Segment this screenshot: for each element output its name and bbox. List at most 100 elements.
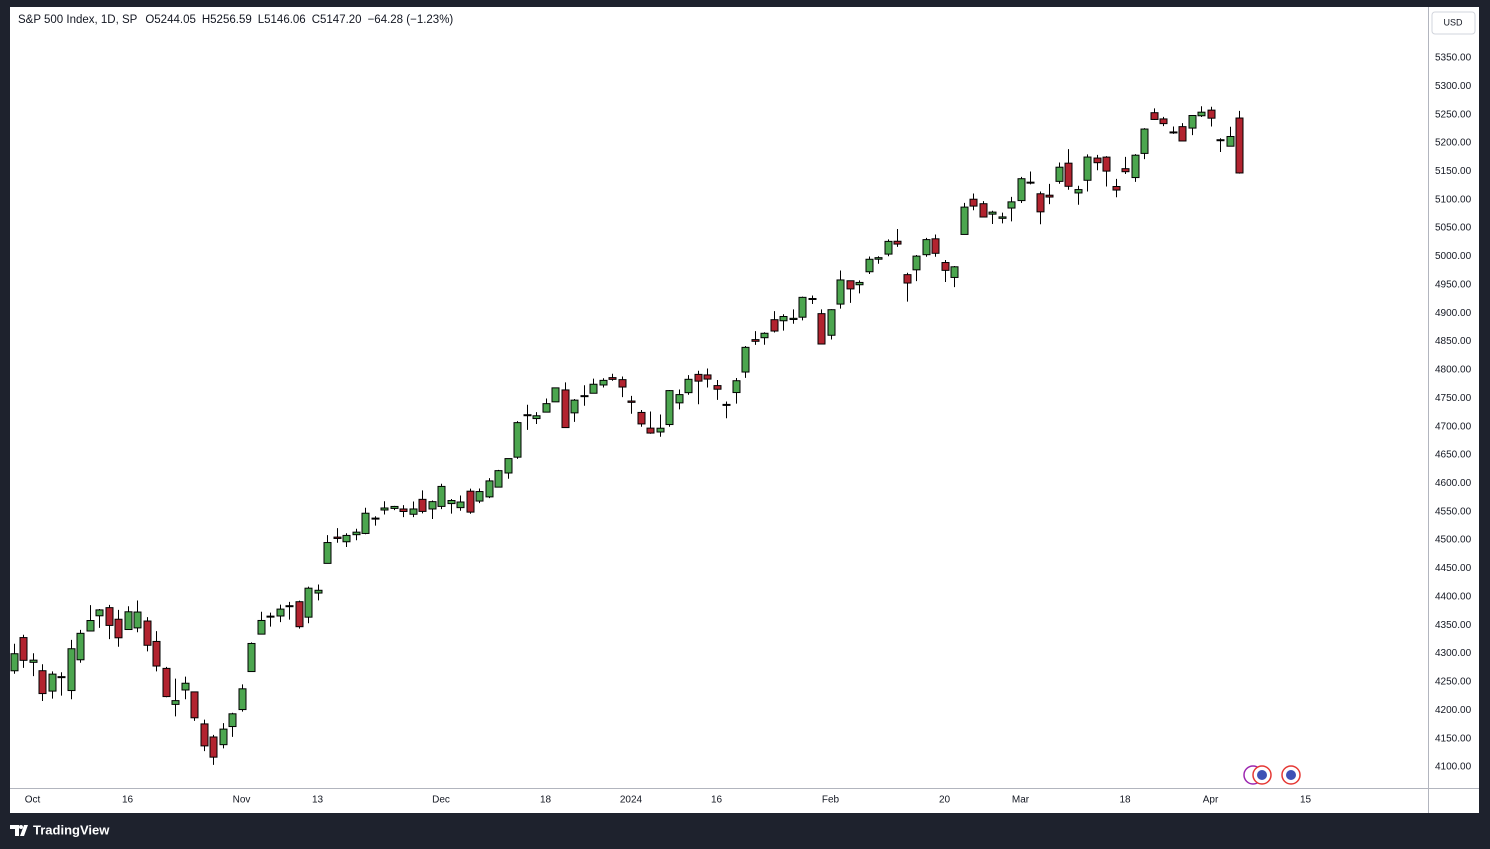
candle-body (257, 619, 266, 635)
candle-body (884, 240, 893, 255)
candle-body (190, 691, 199, 719)
candle-body (551, 387, 560, 403)
header-value: L5146.06 (258, 14, 306, 26)
candle-body (1055, 166, 1064, 182)
event-icons[interactable] (1243, 765, 1301, 785)
candle-body (371, 517, 380, 520)
y-tick-label: 5150.00 (1435, 166, 1472, 177)
candle-body (979, 203, 988, 218)
candle-body (456, 501, 465, 509)
y-tick-label: 4400.00 (1435, 591, 1472, 602)
candle-body (941, 262, 950, 271)
candle-body (494, 470, 503, 488)
currency-button[interactable] (1431, 11, 1476, 35)
candle-body (599, 379, 608, 386)
x-tick-label: 18 (1119, 795, 1131, 806)
candle-body (323, 542, 332, 564)
x-tick-label: Oct (25, 795, 41, 806)
candle-body (1178, 126, 1187, 142)
y-tick-label: 4750.00 (1435, 393, 1472, 404)
candle-body (532, 415, 541, 420)
y-tick-label: 4300.00 (1435, 648, 1472, 659)
candle-body (314, 589, 323, 594)
candle-body (76, 632, 85, 661)
candle-body (694, 373, 703, 382)
candle-body (1140, 128, 1149, 154)
candle-body (779, 316, 788, 322)
y-tick-label: 5300.00 (1435, 81, 1472, 92)
candle-body (114, 618, 123, 639)
candle-body (1131, 154, 1140, 179)
x-tick-label: Nov (233, 795, 251, 806)
y-tick-label: 4200.00 (1435, 705, 1472, 716)
candle-body (29, 659, 38, 663)
candle-body (333, 536, 342, 539)
candle-body (960, 206, 969, 235)
candle-body (713, 385, 722, 390)
candle-body (618, 379, 627, 388)
y-tick-label: 4500.00 (1435, 535, 1472, 546)
candle-body (722, 403, 731, 406)
candle-body (665, 390, 674, 426)
y-tick-label: 5200.00 (1435, 138, 1472, 149)
candle-body (1112, 186, 1121, 191)
candle-body (893, 240, 902, 245)
candle-body (295, 601, 304, 628)
candle-body (1083, 156, 1092, 181)
candle-body (874, 257, 883, 260)
candle-body (1102, 156, 1111, 172)
candle-body (646, 427, 655, 434)
x-tick-label: 13 (312, 795, 324, 806)
candle-body (361, 512, 370, 534)
y-tick-label: 4600.00 (1435, 478, 1472, 489)
candle-body (789, 317, 798, 320)
candle-body (485, 480, 494, 498)
candle-body (1017, 178, 1026, 202)
symbol-title: S&P 500 Index, 1D, SP (18, 14, 138, 26)
candle-body (1026, 181, 1035, 184)
candle-body (570, 399, 579, 414)
candle-body (1169, 131, 1178, 134)
candle-body (808, 298, 817, 301)
candle-body (1150, 112, 1159, 120)
candle-body (1207, 109, 1216, 119)
candle-body (143, 620, 152, 646)
candle-body (1216, 139, 1225, 142)
candle-body (1045, 194, 1054, 198)
header: S&P 500 Index, 1D, SP O5244.05 H5256.59 L5… (18, 14, 453, 26)
candle-body (152, 640, 161, 667)
candle-body (912, 255, 921, 271)
y-tick-label: 5350.00 (1435, 53, 1472, 64)
candle-body (589, 383, 598, 394)
candle-body (1036, 193, 1045, 213)
candle-body (836, 279, 845, 305)
candle-body (513, 422, 522, 458)
candle-body (988, 211, 997, 215)
candle-body (57, 676, 66, 679)
candle-body (770, 319, 779, 332)
y-tick-label: 4900.00 (1435, 308, 1472, 319)
candle-body (399, 508, 408, 512)
candle-body (475, 491, 484, 502)
candle-body (200, 723, 209, 747)
candle-body (1093, 157, 1102, 164)
candle-body (846, 280, 855, 290)
x-tick-label: Dec (432, 795, 450, 806)
x-tick-label: 18 (540, 795, 552, 806)
chart-panel (10, 7, 1479, 813)
y-tick-label: 4450.00 (1435, 563, 1472, 574)
candle-body (922, 239, 931, 256)
candle-body (1064, 162, 1073, 187)
candle-body (865, 258, 874, 273)
candle-body (390, 505, 399, 509)
candle-body (675, 394, 684, 404)
candle-body (38, 670, 47, 695)
candle-body (1235, 117, 1244, 174)
candle-body (1121, 168, 1130, 173)
candle-body (19, 637, 28, 661)
candle-body (276, 608, 285, 617)
y-tick-label: 4550.00 (1435, 506, 1472, 517)
candle-body (238, 688, 247, 711)
candle-body (447, 500, 456, 505)
